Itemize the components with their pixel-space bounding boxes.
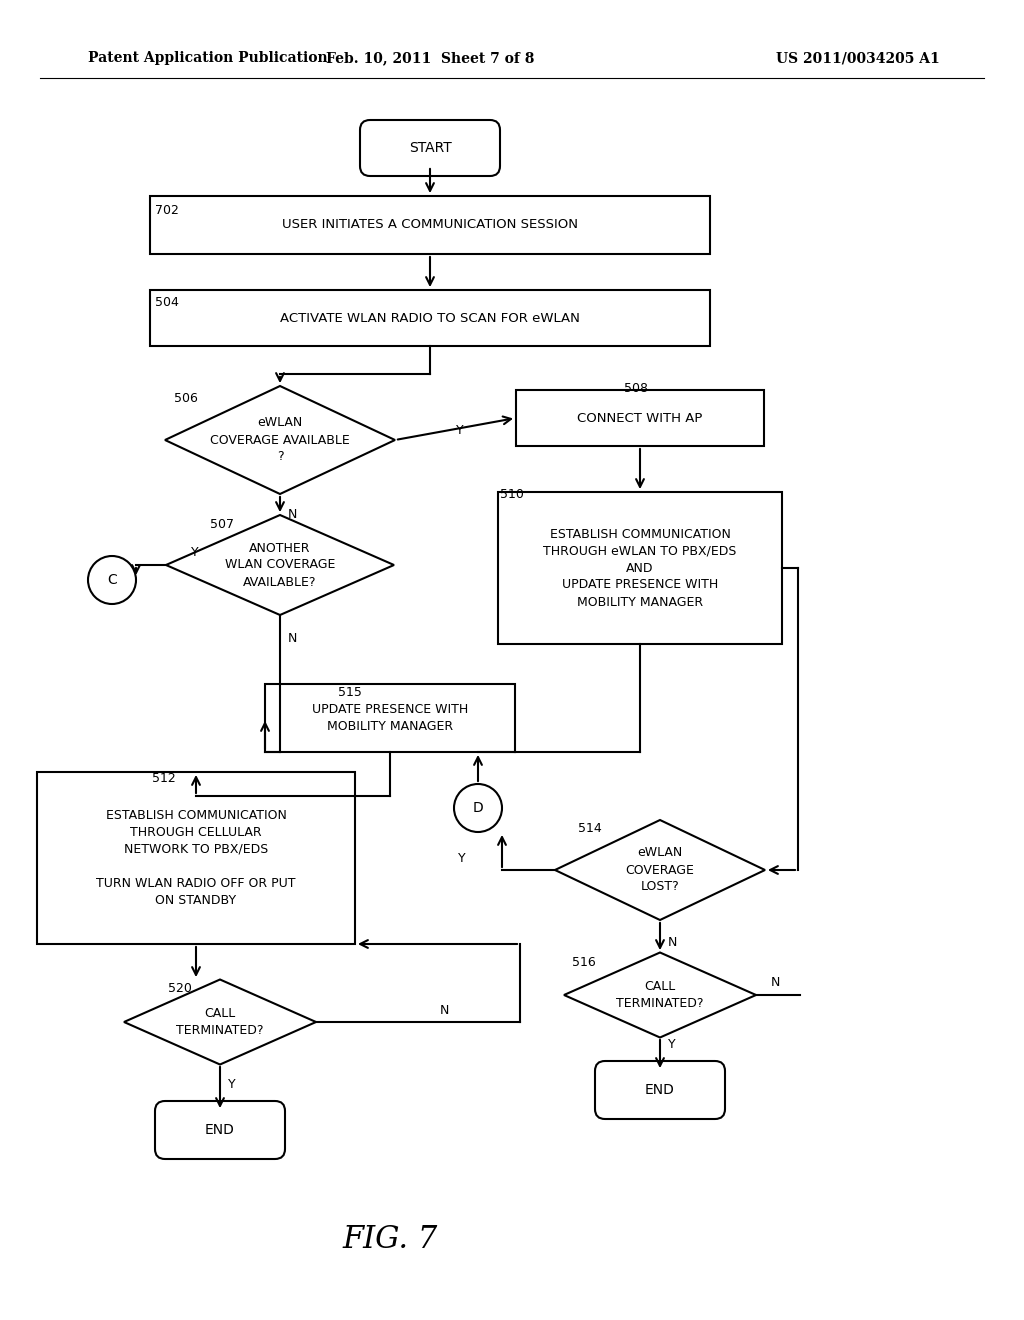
Bar [150,195,710,253]
Text: N: N [770,975,779,989]
Text: 515: 515 [338,685,361,698]
Text: C: C [108,573,117,587]
Text: eWLAN
COVERAGE AVAILABLE
?: eWLAN COVERAGE AVAILABLE ? [210,417,350,463]
Text: END: END [205,1123,234,1137]
Text: Patent Application Publication: Patent Application Publication [88,51,328,65]
Polygon shape [166,515,394,615]
Text: 514: 514 [578,821,602,834]
Circle shape [454,784,502,832]
Text: N: N [288,631,297,644]
Polygon shape [165,385,395,494]
Text: eWLAN
COVERAGE
LOST?: eWLAN COVERAGE LOST? [626,846,694,894]
Bar [150,290,710,346]
Text: USER INITIATES A COMMUNICATION SESSION: USER INITIATES A COMMUNICATION SESSION [282,219,578,231]
Text: Y: Y [669,1039,676,1052]
Bar [498,492,782,644]
Text: 506: 506 [174,392,198,404]
Text: 516: 516 [572,956,596,969]
Text: 520: 520 [168,982,191,994]
FancyBboxPatch shape [595,1061,725,1119]
Text: Y: Y [458,851,466,865]
Text: CONNECT WITH AP: CONNECT WITH AP [578,412,702,425]
FancyBboxPatch shape [360,120,500,176]
Text: N: N [288,507,297,520]
Text: Feb. 10, 2011  Sheet 7 of 8: Feb. 10, 2011 Sheet 7 of 8 [326,51,535,65]
Text: N: N [439,1003,449,1016]
Text: UPDATE PRESENCE WITH
MOBILITY MANAGER: UPDATE PRESENCE WITH MOBILITY MANAGER [312,704,468,733]
Text: Y: Y [191,546,199,560]
Polygon shape [555,820,765,920]
Polygon shape [564,953,756,1038]
Text: 510: 510 [500,488,524,502]
Text: D: D [473,801,483,814]
Text: ANOTHER
WLAN COVERAGE
AVAILABLE?: ANOTHER WLAN COVERAGE AVAILABLE? [225,541,335,589]
Bar [37,772,355,944]
Bar [265,684,515,752]
Text: ACTIVATE WLAN RADIO TO SCAN FOR eWLAN: ACTIVATE WLAN RADIO TO SCAN FOR eWLAN [280,312,580,325]
Text: N: N [668,936,677,949]
Text: CALL
TERMINATED?: CALL TERMINATED? [616,979,703,1010]
Text: Y: Y [456,424,464,437]
Text: END: END [645,1082,675,1097]
Circle shape [88,556,136,605]
Text: ESTABLISH COMMUNICATION
THROUGH eWLAN TO PBX/EDS
AND
UPDATE PRESENCE WITH
MOBILI: ESTABLISH COMMUNICATION THROUGH eWLAN TO… [544,528,736,609]
Text: 507: 507 [210,519,234,532]
FancyBboxPatch shape [155,1101,285,1159]
Text: 702: 702 [155,203,179,216]
Text: US 2011/0034205 A1: US 2011/0034205 A1 [776,51,940,65]
Polygon shape [124,979,316,1064]
Text: CALL
TERMINATED?: CALL TERMINATED? [176,1007,264,1038]
Text: Y: Y [228,1077,236,1090]
Text: 508: 508 [624,381,648,395]
Text: ESTABLISH COMMUNICATION
THROUGH CELLULAR
NETWORK TO PBX/EDS

TURN WLAN RADIO OFF: ESTABLISH COMMUNICATION THROUGH CELLULAR… [96,809,296,907]
Text: 504: 504 [155,297,179,309]
Bar [516,389,764,446]
Text: START: START [409,141,452,154]
Text: 512: 512 [152,771,176,784]
Text: FIG. 7: FIG. 7 [342,1225,437,1255]
